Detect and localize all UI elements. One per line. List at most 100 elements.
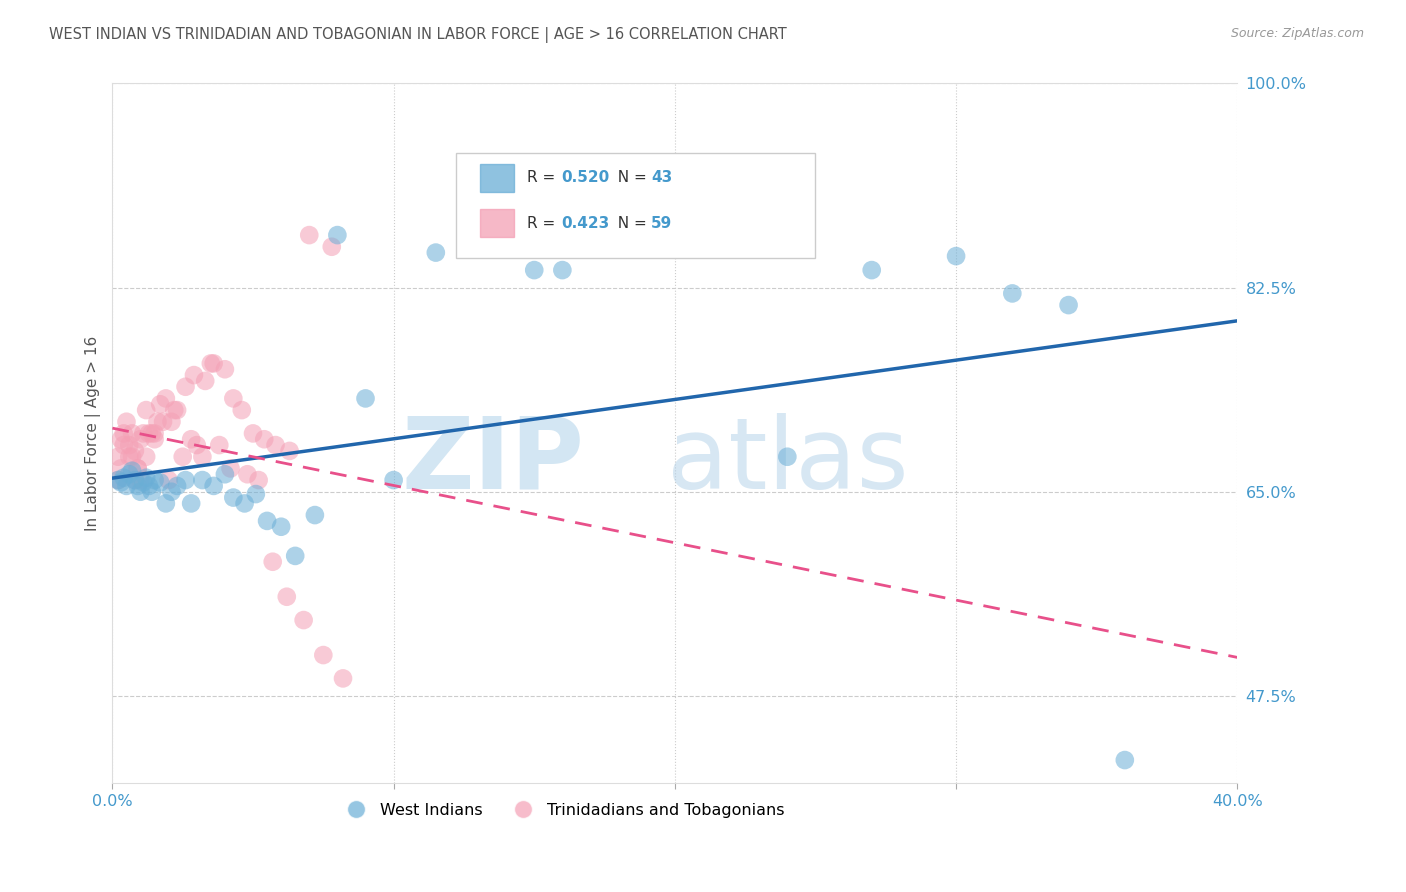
Point [160,415,183,429]
Point [107,473,129,487]
Point [112,471,135,485]
Point [129,473,152,487]
Point [160,484,183,499]
Text: atlas: atlas [666,413,908,510]
Point [382,473,405,487]
Point [121,426,143,441]
Point [264,438,287,452]
Point [157,473,180,487]
Point [174,380,197,394]
Point [166,403,188,417]
Point [298,228,321,243]
Point [247,473,270,487]
Point [112,438,135,452]
Point [121,464,143,478]
Point [222,392,245,406]
Point [127,461,149,475]
Point [180,432,202,446]
Point [1001,286,1024,301]
Text: R =: R = [527,170,561,186]
Point [118,450,141,464]
Point [138,426,160,441]
Text: ZIP: ZIP [402,413,585,510]
Point [146,415,169,429]
Point [236,467,259,482]
Point [115,479,138,493]
Point [191,473,214,487]
Point [118,467,141,482]
Point [143,426,166,441]
Point [166,479,188,493]
Point [191,450,214,464]
Point [284,549,307,563]
Point [124,444,146,458]
Point [132,475,155,490]
Point [129,432,152,446]
Point [107,450,129,464]
Point [124,473,146,487]
Point [200,356,222,370]
Point [180,496,202,510]
Point [278,444,301,458]
Text: 43: 43 [651,170,672,186]
Point [256,514,278,528]
Point [253,432,276,446]
Point [110,475,132,490]
Point [208,438,231,452]
Point [270,520,292,534]
Point [326,228,349,243]
Point [118,438,141,452]
Point [143,432,166,446]
FancyBboxPatch shape [456,153,815,259]
Point [107,473,129,487]
Point [194,374,217,388]
Legend: West Indians, Trinidadians and Tobagonians: West Indians, Trinidadians and Tobagonia… [335,797,790,824]
Point [214,467,236,482]
Point [112,426,135,441]
Point [143,473,166,487]
Point [172,450,194,464]
Point [110,432,132,446]
Point [202,356,225,370]
Text: 59: 59 [651,216,672,231]
Point [776,450,799,464]
Point [945,249,967,263]
Point [183,368,205,382]
Point [242,426,264,441]
Point [115,415,138,429]
Text: Source: ZipAtlas.com: Source: ZipAtlas.com [1230,27,1364,40]
Point [174,473,197,487]
Point [186,438,208,452]
Point [354,392,377,406]
Point [141,484,163,499]
Point [127,479,149,493]
Point [245,487,267,501]
Point [152,415,174,429]
Point [1114,753,1136,767]
Point [219,461,242,475]
Point [135,450,157,464]
Point [163,403,186,417]
Text: 0.423: 0.423 [561,216,609,231]
Text: N =: N = [609,170,652,186]
Point [321,240,343,254]
Point [304,508,326,522]
Point [155,392,177,406]
Text: 0.520: 0.520 [561,170,609,186]
Point [127,461,149,475]
Point [141,426,163,441]
Point [425,245,447,260]
Point [276,590,298,604]
Point [233,496,256,510]
Point [124,473,146,487]
Point [467,216,489,230]
Point [129,484,152,499]
Point [135,403,157,417]
Text: R =: R = [527,216,561,231]
Point [121,450,143,464]
Y-axis label: In Labor Force | Age > 16: In Labor Force | Age > 16 [86,335,101,531]
Text: WEST INDIAN VS TRINIDADIAN AND TOBAGONIAN IN LABOR FORCE | AGE > 16 CORRELATION : WEST INDIAN VS TRINIDADIAN AND TOBAGONIA… [49,27,787,43]
Point [860,263,883,277]
Point [1057,298,1080,312]
Point [138,479,160,493]
